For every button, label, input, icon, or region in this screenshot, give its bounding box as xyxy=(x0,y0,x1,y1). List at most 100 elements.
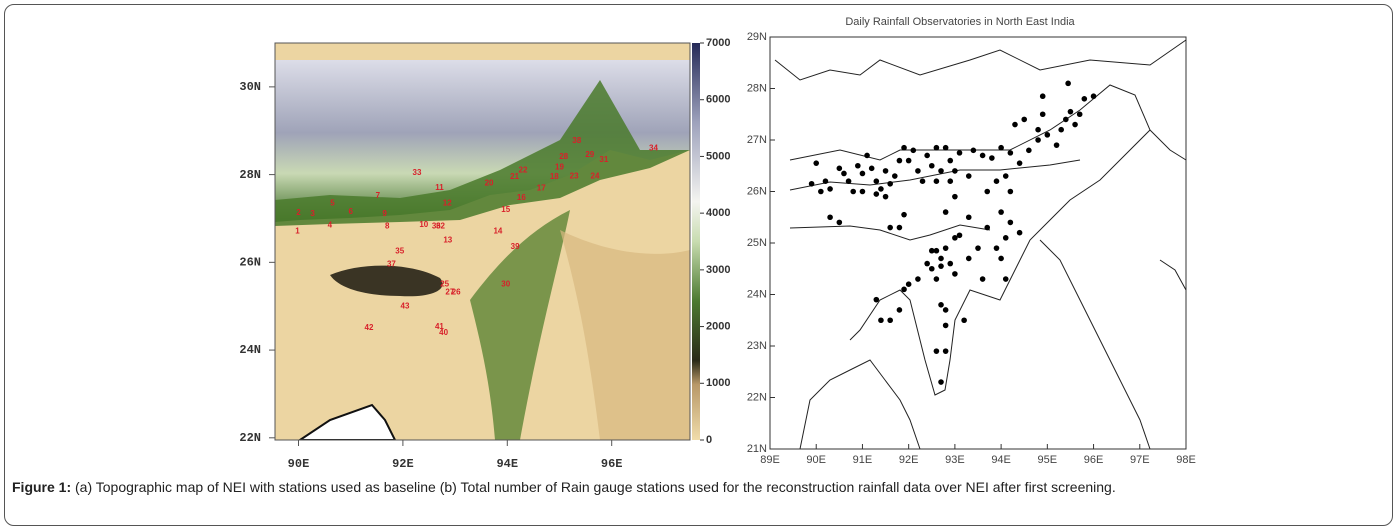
station-point xyxy=(943,307,949,313)
x-tick-label: 90E xyxy=(806,454,826,466)
station-point xyxy=(929,266,935,272)
colorbar-tick-label: 7000 xyxy=(706,37,730,49)
station-point xyxy=(957,150,963,156)
x-tick-label: 91E xyxy=(853,454,873,466)
station-label: 7 xyxy=(376,191,381,200)
station-point xyxy=(887,225,893,231)
x-tick-label: 94E xyxy=(991,454,1011,466)
station-point xyxy=(897,158,903,164)
station-label: 13 xyxy=(443,236,452,245)
x-tick-label: 96E xyxy=(601,457,623,470)
station-label: 12 xyxy=(443,199,452,208)
station-label: 23 xyxy=(570,171,579,180)
station-label: 36 xyxy=(432,221,441,230)
caption-text: (a) Topographic map of NEI with stations… xyxy=(75,479,1116,495)
station-point xyxy=(947,178,953,184)
station-point xyxy=(1008,150,1014,156)
station-point xyxy=(980,153,986,159)
station-point xyxy=(897,225,903,231)
station-point xyxy=(860,189,866,195)
caption-label: Figure 1: xyxy=(12,479,71,495)
station-label: 41 xyxy=(435,322,444,331)
x-tick-label: 93E xyxy=(945,454,965,466)
station-point xyxy=(938,168,944,174)
x-tick-label: 90E xyxy=(288,457,310,470)
station-point xyxy=(1008,189,1014,195)
station-point xyxy=(850,189,856,195)
colorbar-tick-label: 3000 xyxy=(706,264,730,276)
colorbar-tick-label: 4000 xyxy=(706,207,730,219)
colorbar-tick-label: 5000 xyxy=(706,150,730,162)
station-point xyxy=(938,263,944,269)
station-point xyxy=(874,178,880,184)
station-point xyxy=(1021,117,1027,123)
station-point xyxy=(869,166,875,172)
y-tick-label: 30N xyxy=(239,80,261,94)
station-point xyxy=(1003,235,1009,241)
station-point xyxy=(837,166,843,172)
station-point xyxy=(984,225,990,231)
station-point xyxy=(915,168,921,174)
station-label: 38 xyxy=(572,136,581,145)
x-tick-label: 96E xyxy=(1084,454,1104,466)
station-point xyxy=(1065,81,1071,87)
y-tick-label: 22N xyxy=(239,431,261,445)
station-point xyxy=(934,348,940,354)
station-point xyxy=(1068,109,1074,115)
station-point xyxy=(837,220,843,226)
station-point xyxy=(813,160,819,166)
station-point xyxy=(892,173,898,179)
station-point xyxy=(1026,148,1032,154)
station-point xyxy=(998,209,1004,215)
station-point xyxy=(947,158,953,164)
station-point xyxy=(1017,160,1023,166)
station-point xyxy=(878,186,884,192)
station-point xyxy=(971,148,977,154)
station-point xyxy=(980,276,986,282)
station-point xyxy=(938,302,944,308)
station-point xyxy=(906,281,912,287)
colorbar-tick-label: 1000 xyxy=(706,377,730,389)
station-point xyxy=(1091,93,1097,99)
station-label: 27 xyxy=(445,288,454,297)
x-tick-label: 92E xyxy=(392,457,414,470)
y-tick-label: 29N xyxy=(747,31,767,43)
station-point xyxy=(1082,96,1088,102)
station-label: 6 xyxy=(348,207,353,216)
station-point xyxy=(823,178,829,184)
station-label: 33 xyxy=(413,168,422,177)
station-point xyxy=(883,194,889,200)
map-title: Daily Rainfall Observatories in North Ea… xyxy=(845,16,1075,28)
station-label: 10 xyxy=(419,220,428,229)
y-tick-label: 26N xyxy=(747,185,767,197)
y-tick-label: 26N xyxy=(239,256,261,270)
station-label: 16 xyxy=(517,193,526,202)
station-label: 20 xyxy=(485,178,494,187)
station-label: 11 xyxy=(435,183,444,192)
page: Daily Rainfall Observatories in North Ea… xyxy=(0,0,1399,532)
station-point xyxy=(1072,122,1078,128)
station-point xyxy=(1040,111,1046,117)
station-point xyxy=(809,181,815,187)
y-tick-label: 24N xyxy=(239,343,261,357)
station-point xyxy=(934,145,940,151)
station-point xyxy=(855,163,861,169)
station-label: 9 xyxy=(382,209,387,218)
station-point xyxy=(934,248,940,254)
station-point xyxy=(864,153,870,159)
y-tick-label: 28N xyxy=(239,168,261,182)
station-label: 37 xyxy=(387,260,396,269)
station-point xyxy=(901,287,907,293)
x-tick-label: 92E xyxy=(899,454,919,466)
station-point xyxy=(952,194,958,200)
station-point xyxy=(1035,127,1041,133)
station-point xyxy=(934,178,940,184)
y-tick-label: 25N xyxy=(747,237,767,249)
station-label: 30 xyxy=(501,279,510,288)
station-point xyxy=(943,348,949,354)
colorbar-tick-label: 6000 xyxy=(706,94,730,106)
station-point xyxy=(943,145,949,151)
station-label: 17 xyxy=(537,184,546,193)
x-tick-label: 97E xyxy=(1130,454,1150,466)
station-label: 39 xyxy=(511,242,520,251)
